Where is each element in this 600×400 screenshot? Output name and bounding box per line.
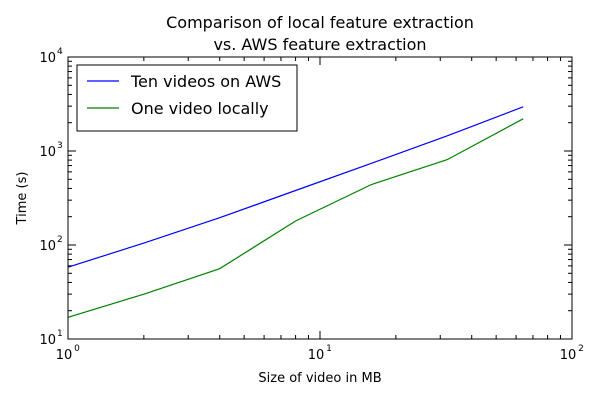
series-line-2 [67,118,524,318]
x-tick-exponent: 0 [74,344,80,354]
y-tick-label: 10 [39,333,56,348]
y-tick-label: 10 [39,145,56,160]
axis-ticks: 10 0 10 1 10 210 110 210 310 4 [39,47,583,363]
x-tick-exponent: 2 [578,344,584,354]
x-tick-label: 10 [56,348,73,363]
x-tick-label: 10 [560,348,577,363]
y-tick-exponent: 4 [57,47,63,57]
y-tick-label: 10 [39,51,56,66]
y-tick-label: 10 [39,239,56,254]
plot-area [67,106,524,318]
legend-label-2: One video locally [131,99,269,118]
x-tick-label: 10 [308,348,325,363]
legend-box [76,64,298,132]
y-tick-exponent: 1 [57,329,63,339]
y-tick-exponent: 2 [57,235,63,245]
x-tick-exponent: 1 [326,344,332,354]
y-tick-exponent: 3 [57,141,63,151]
legend: Ten videos on AWS One video locally [76,64,298,132]
y-axis-label: Time (s) [15,172,30,226]
chart-title-line-1: Comparison of local feature extraction [166,13,474,32]
x-axis-label: Size of video in MB [258,371,381,386]
legend-label-1: Ten videos on AWS [130,72,281,91]
chart-title-line-2: vs. AWS feature extraction [213,35,426,54]
series-line-1 [67,106,524,268]
